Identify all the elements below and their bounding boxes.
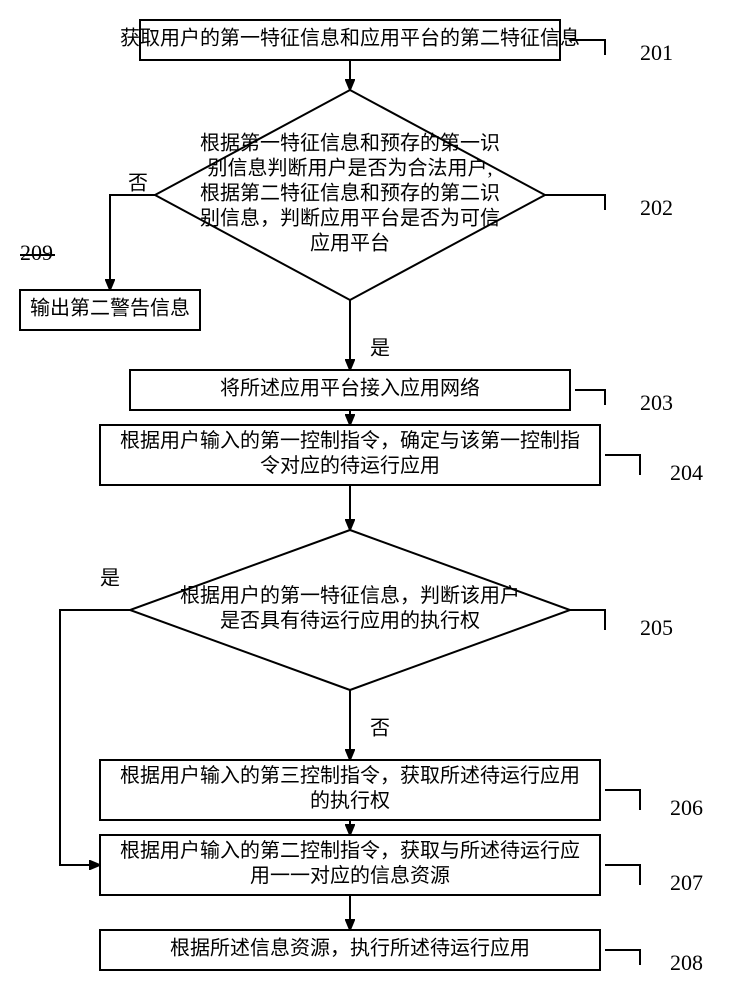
ref-207: 207 [670, 870, 703, 895]
svg-text:根据用户的第一特征信息，判断该用户: 根据用户的第一特征信息，判断该用户 [180, 584, 520, 607]
node-n206: 根据用户输入的第三控制指令，获取所述待运行应用的执行权 [100, 760, 600, 820]
node-n201: 获取用户的第一特征信息和应用平台的第二特征信息 [120, 20, 580, 60]
ref-205: 205 [640, 615, 673, 640]
edge [570, 610, 605, 630]
nodes: 获取用户的第一特征信息和应用平台的第二特征信息根据第一特征信息和预存的第一识别信… [20, 20, 600, 970]
ref-202: 202 [640, 195, 673, 220]
ref-208: 208 [670, 950, 703, 975]
ref-203: 203 [640, 390, 673, 415]
node-n208: 根据所述信息资源，执行所述待运行应用 [100, 930, 600, 970]
svg-text:令对应的待运行应用: 令对应的待运行应用 [260, 454, 440, 477]
svg-text:根据用户输入的第一控制指令，确定与该第一控制指: 根据用户输入的第一控制指令，确定与该第一控制指 [120, 429, 580, 452]
svg-text:将所述应用平台接入应用网络: 将所述应用平台接入应用网络 [220, 377, 480, 400]
node-n205: 根据用户的第一特征信息，判断该用户是否具有待运行应用的执行权 [130, 530, 570, 690]
edge [575, 390, 605, 405]
svg-text:是否具有待运行应用的执行权: 是否具有待运行应用的执行权 [220, 609, 480, 632]
ref-206: 206 [670, 795, 703, 820]
node-n204: 根据用户输入的第一控制指令，确定与该第一控制指令对应的待运行应用 [100, 425, 600, 485]
svg-text:的执行权: 的执行权 [310, 789, 390, 812]
node-n207: 根据用户输入的第二控制指令，获取与所述待运行应用一一对应的信息资源 [100, 835, 600, 895]
ref-209: 209 [20, 240, 53, 265]
ref-204: 204 [670, 460, 703, 485]
svg-text:应用平台: 应用平台 [310, 232, 390, 255]
edge [605, 865, 640, 885]
svg-text:根据所述信息资源，执行所述待运行应用: 根据所述信息资源，执行所述待运行应用 [170, 937, 530, 960]
svg-text:获取用户的第一特征信息和应用平台的第二特征信息: 获取用户的第一特征信息和应用平台的第二特征信息 [120, 27, 580, 50]
edge-label: 是 [370, 338, 390, 360]
edge-label: 是 [100, 568, 120, 590]
edge [545, 195, 605, 210]
node-n202: 根据第一特征信息和预存的第一识别信息判断用户是否为合法用户,根据第二特征信息和预… [155, 90, 545, 300]
node-n203: 将所述应用平台接入应用网络 [130, 370, 570, 410]
flowchart-canvas: 是否否是 获取用户的第一特征信息和应用平台的第二特征信息根据第一特征信息和预存的… [0, 0, 733, 1000]
edge-label: 否 [128, 173, 148, 195]
svg-text:别信息判断用户是否为合法用户,: 别信息判断用户是否为合法用户, [208, 157, 493, 180]
edge [605, 790, 640, 810]
edge [60, 610, 130, 865]
svg-text:输出第二警告信息: 输出第二警告信息 [30, 297, 190, 320]
svg-text:别信息，判断应用平台是否为可信: 别信息，判断应用平台是否为可信 [200, 207, 500, 230]
ref-201: 201 [640, 40, 673, 65]
edge [605, 950, 640, 965]
svg-text:根据用户输入的第二控制指令，获取与所述待运行应: 根据用户输入的第二控制指令，获取与所述待运行应 [120, 839, 580, 862]
edge-label: 否 [370, 718, 390, 740]
svg-text:根据第二特征信息和预存的第二识: 根据第二特征信息和预存的第二识 [200, 182, 500, 205]
edge [110, 195, 155, 290]
svg-text:根据用户输入的第三控制指令，获取所述待运行应用: 根据用户输入的第三控制指令，获取所述待运行应用 [120, 764, 580, 787]
svg-text:用一一对应的信息资源: 用一一对应的信息资源 [250, 864, 450, 887]
edge [605, 455, 640, 475]
svg-text:根据第一特征信息和预存的第一识: 根据第一特征信息和预存的第一识 [200, 132, 500, 155]
node-n209: 输出第二警告信息 [20, 290, 200, 330]
